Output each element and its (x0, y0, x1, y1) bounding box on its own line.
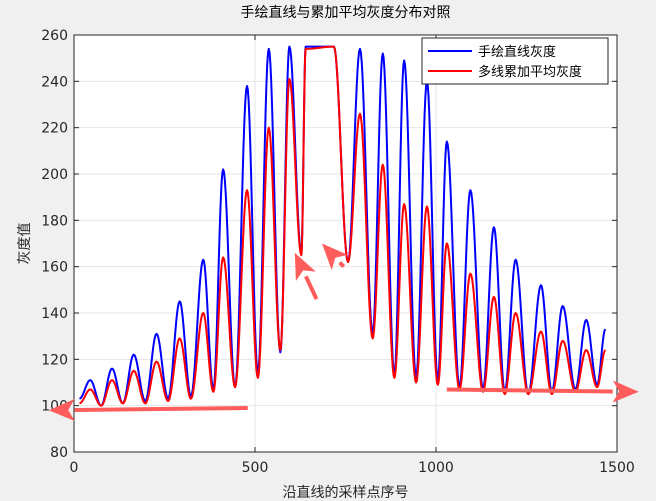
x-tick-label: 500 (242, 460, 269, 476)
x-tick-label: 1500 (599, 460, 635, 476)
legend-label: 手绘直线灰度 (478, 44, 556, 60)
annotation-arrow-head (322, 243, 348, 270)
legend-label: 多线累加平均灰度 (478, 64, 582, 80)
y-tick-label: 180 (41, 213, 68, 229)
annotation-arrow-shaft (338, 261, 346, 269)
annotation-arrow-head (612, 380, 639, 403)
annotation-arrow-head (48, 399, 75, 421)
axis-ticks: 0 500 1000 15008010012014016018020022024026… (41, 28, 635, 476)
annotation-arrow-shaft (446, 387, 613, 394)
annotation-arrow-shaft (304, 275, 319, 300)
chart-title: 手绘直线与累加平均灰度分布对照 (241, 4, 451, 21)
y-tick-label: 200 (41, 167, 68, 183)
annotation-arrow-shaft (74, 405, 248, 412)
y-tick-label: 140 (41, 306, 68, 322)
x-tick-label: 0 (70, 460, 79, 476)
annotation-arrows (48, 243, 639, 421)
y-tick-label: 240 (41, 74, 68, 90)
y-tick-label: 80 (50, 445, 68, 461)
y-tick-label: 160 (41, 260, 68, 276)
average-series-line (79, 45, 607, 407)
annotation-arrow-head (294, 252, 316, 281)
series-layer (79, 45, 607, 407)
x-tick-label: 1000 (418, 460, 454, 476)
x-axis-label: 沿直线的采样点序号 (283, 484, 409, 501)
legend-box (421, 37, 609, 85)
y-tick-label: 220 (41, 121, 68, 137)
y-axis-label: 灰度值 (17, 223, 33, 265)
y-tick-label: 260 (41, 28, 68, 44)
y-tick-label: 120 (41, 352, 68, 368)
plot-border (73, 34, 618, 453)
